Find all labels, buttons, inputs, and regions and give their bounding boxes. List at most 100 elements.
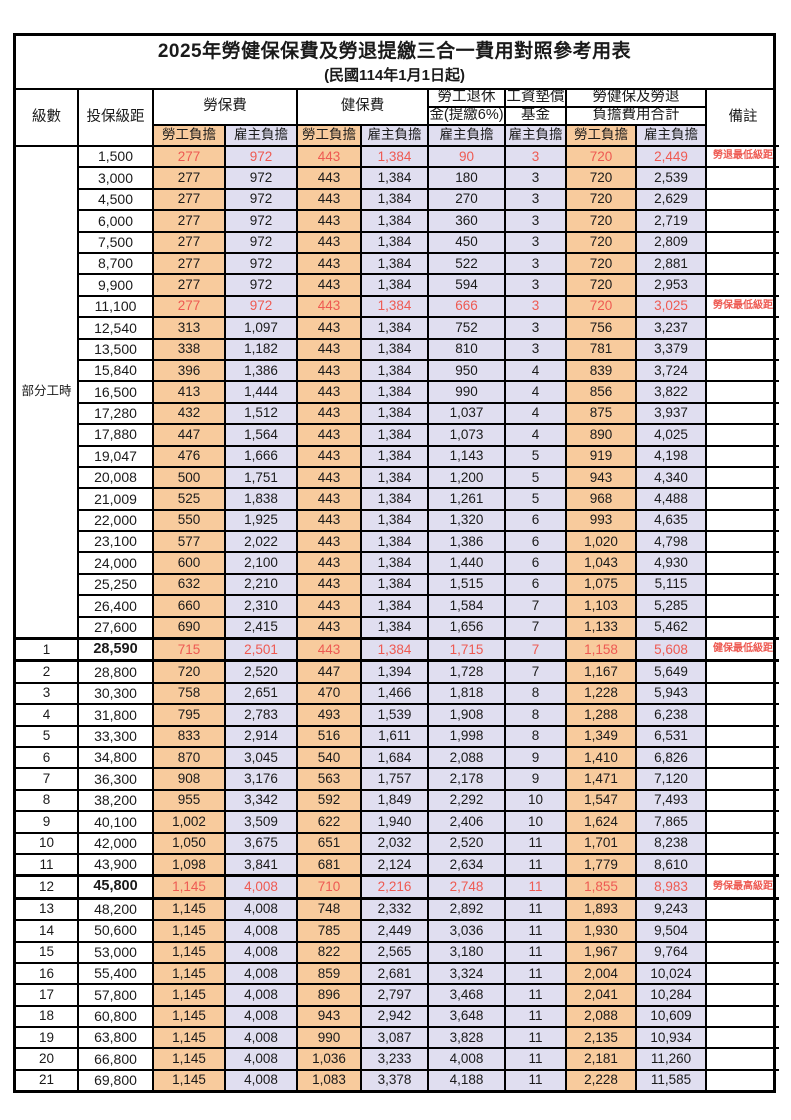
cell-bracket: 40,100 xyxy=(77,810,154,834)
cell-total-employer: 10,934 xyxy=(635,1026,707,1050)
cell-pension-employer: 2,088 xyxy=(427,745,506,770)
cell-wage-fund-employer: 5 xyxy=(504,444,567,468)
table-row: 19,047 476 1,666 443 1,384 1,143 5 919 4,198 xyxy=(16,444,779,468)
cell-wage-fund-employer: 3 xyxy=(504,230,567,255)
cell-health-employee: 443 xyxy=(296,187,362,212)
cell-health-employee: 443 xyxy=(296,230,362,255)
cell-level: 5 xyxy=(16,724,79,749)
cell-wage-fund-employer: 3 xyxy=(504,187,567,212)
cell-labor-employer: 2,520 xyxy=(224,659,298,684)
cell-total-employer: 3,237 xyxy=(635,316,707,340)
cell-bracket: 42,000 xyxy=(77,831,154,855)
cell-health-employee: 443 xyxy=(296,166,362,190)
cell-labor-employer: 1,666 xyxy=(224,444,298,468)
cell-health-employer: 2,124 xyxy=(360,852,429,877)
cell-labor-employee: 313 xyxy=(152,316,226,340)
table-row: 7 36,300 908 3,176 563 1,757 2,178 9 1,471 7,120 xyxy=(16,767,779,791)
cell-wage-fund-employer: 11 xyxy=(504,919,567,943)
cell-pension-employer: 950 xyxy=(427,358,506,383)
cell-health-employee: 592 xyxy=(296,788,362,813)
table-row: 2 28,800 720 2,520 447 1,394 1,728 7 1,167 5,649 xyxy=(16,659,779,684)
cell-labor-employer: 3,675 xyxy=(224,831,298,855)
cell-remark xyxy=(705,423,779,447)
cell-level: 1 xyxy=(16,637,79,663)
cell-labor-employee: 600 xyxy=(152,551,226,575)
cell-bracket: 43,900 xyxy=(77,852,154,877)
cell-total-employer: 9,504 xyxy=(635,919,707,943)
cell-labor-employer: 972 xyxy=(224,294,298,319)
cell-remark xyxy=(705,1004,779,1029)
cell-total-employee: 720 xyxy=(565,251,637,276)
cell-labor-employer: 4,008 xyxy=(224,961,298,986)
cell-level: 3 xyxy=(16,681,79,706)
cell-pension-employer: 2,178 xyxy=(427,767,506,791)
cell-labor-employee: 1,145 xyxy=(152,961,226,986)
cell-labor-employer: 2,022 xyxy=(224,530,298,554)
table-row: 11 43,900 1,098 3,841 681 2,124 2,634 11 1,779 8,… xyxy=(16,852,779,877)
cell-health-employer: 1,384 xyxy=(360,444,429,468)
cell-remark xyxy=(705,897,779,922)
cell-wage-fund-employer: 3 xyxy=(504,145,567,169)
cell-pension-employer: 1,728 xyxy=(427,659,506,684)
cell-level: 10 xyxy=(16,831,79,855)
cell-total-employee: 2,135 xyxy=(565,1026,637,1050)
cell-total-employer: 11,260 xyxy=(635,1047,707,1071)
cell-labor-employee: 1,145 xyxy=(152,940,226,964)
cell-remark xyxy=(705,681,779,706)
cell-remark xyxy=(705,251,779,276)
cell-labor-employee: 1,145 xyxy=(152,919,226,943)
cell-health-employee: 443 xyxy=(296,380,362,404)
cell-health-employer: 1,757 xyxy=(360,767,429,791)
cell-labor-employee: 1,145 xyxy=(152,983,226,1007)
cell-remark xyxy=(705,594,779,618)
cell-health-employee: 1,083 xyxy=(296,1068,362,1091)
cell-remark xyxy=(705,940,779,964)
cell-bracket: 36,300 xyxy=(77,767,154,791)
cell-level: 9 xyxy=(16,810,79,834)
cell-health-employer: 2,797 xyxy=(360,983,429,1007)
cell-total-employee: 1,075 xyxy=(565,572,637,597)
cell-total-employee: 875 xyxy=(565,401,637,426)
table-row: 21 69,800 1,145 4,008 1,083 3,378 4,188 11 2,228… xyxy=(16,1068,779,1091)
cell-bracket: 7,500 xyxy=(77,230,154,255)
table-row: 8,700 277 972 443 1,384 522 3 720 2,881 xyxy=(16,251,779,276)
cell-bracket: 48,200 xyxy=(77,897,154,922)
cell-health-employee: 443 xyxy=(296,551,362,575)
cell-remark xyxy=(705,380,779,404)
cell-total-employer: 5,115 xyxy=(635,572,707,597)
cell-labor-employer: 4,008 xyxy=(224,940,298,964)
cell-pension-employer: 1,515 xyxy=(427,572,506,597)
cell-total-employer: 3,025 xyxy=(635,294,707,319)
cell-health-employee: 516 xyxy=(296,724,362,749)
cell-labor-employee: 550 xyxy=(152,508,226,533)
cell-pension-employer: 4,008 xyxy=(427,1047,506,1071)
cell-total-employee: 1,624 xyxy=(565,810,637,834)
cell-total-employer: 8,610 xyxy=(635,852,707,877)
table-row: 14 50,600 1,145 4,008 785 2,449 3,036 11 1,930 9,… xyxy=(16,919,779,943)
cell-wage-fund-employer: 11 xyxy=(504,874,567,900)
cell-wage-fund-employer: 6 xyxy=(504,551,567,575)
cell-total-employee: 720 xyxy=(565,294,637,319)
cell-health-employer: 1,684 xyxy=(360,745,429,770)
subheader-labor-employee: 勞工負擔 xyxy=(152,124,226,148)
cell-health-employer: 3,087 xyxy=(360,1026,429,1050)
cell-labor-employee: 500 xyxy=(152,465,226,490)
cell-health-employer: 1,940 xyxy=(360,810,429,834)
cell-bracket: 63,800 xyxy=(77,1026,154,1050)
cell-total-employer: 2,629 xyxy=(635,187,707,212)
cell-labor-employer: 972 xyxy=(224,251,298,276)
cell-labor-employee: 577 xyxy=(152,530,226,554)
cell-total-employer: 3,724 xyxy=(635,358,707,383)
cell-level: 21 xyxy=(16,1068,79,1091)
cell-labor-employee: 758 xyxy=(152,681,226,706)
cell-pension-employer: 594 xyxy=(427,273,506,297)
cell-bracket: 30,300 xyxy=(77,681,154,706)
cell-total-employee: 1,471 xyxy=(565,767,637,791)
cell-health-employee: 681 xyxy=(296,852,362,877)
cell-health-employer: 1,384 xyxy=(360,358,429,383)
cell-total-employer: 9,764 xyxy=(635,940,707,964)
cell-total-employer: 10,024 xyxy=(635,961,707,986)
cell-level: 18 xyxy=(16,1004,79,1029)
table-row: 17,280 432 1,512 443 1,384 1,037 4 875 3,937 xyxy=(16,401,779,426)
cell-total-employer: 4,025 xyxy=(635,423,707,447)
